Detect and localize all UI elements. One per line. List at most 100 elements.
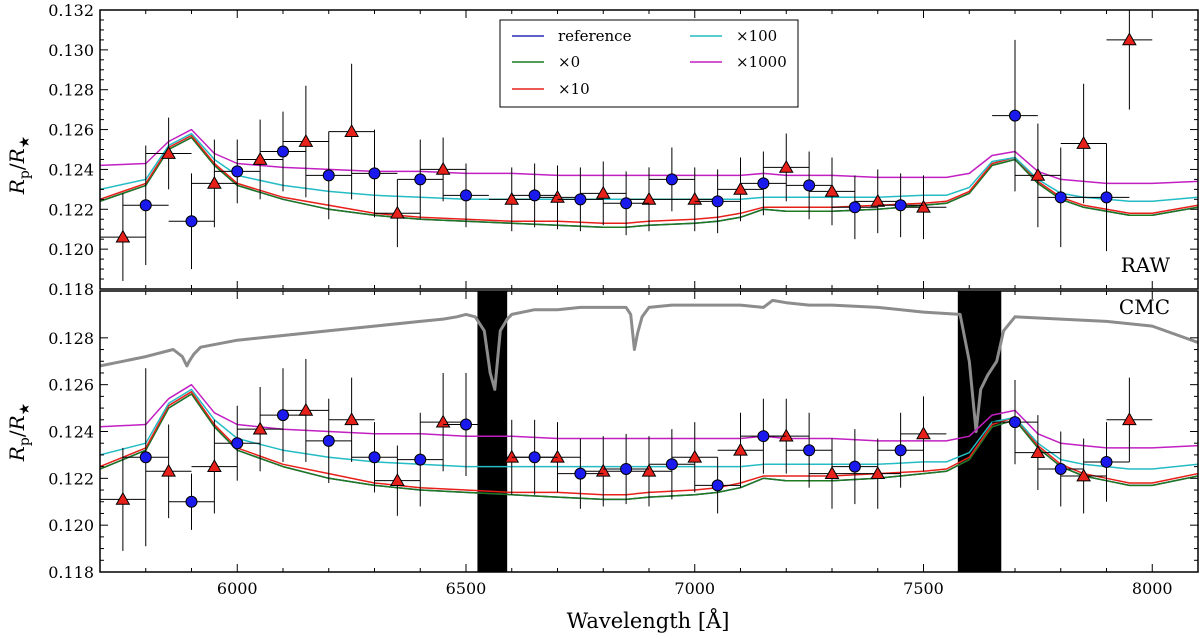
cmc-triangles-marker-20 (1122, 412, 1137, 426)
cmc-y-tick-label-1: 0.120 (48, 516, 94, 535)
raw-circles-point-5 (351, 129, 398, 218)
raw-y-axis-label: Rp/R★ (5, 136, 33, 195)
legend-entry-4: ×1000 (690, 53, 787, 71)
raw-circles-marker-13 (757, 177, 770, 190)
cmc-triangles-marker-15 (824, 466, 840, 480)
cmc-triangles-marker-16 (870, 466, 886, 480)
raw-triangles-point-19 (1060, 83, 1107, 204)
raw-triangles-marker-11 (641, 191, 657, 205)
legend-entry-1: ×0 (512, 53, 580, 71)
cmc-circles-marker-10 (620, 462, 633, 475)
raw-y-tick-label-5: 0.128 (48, 81, 94, 100)
raw-circles-marker-0 (139, 199, 152, 212)
cmc-circles-point-13 (740, 398, 787, 474)
raw-triangles-marker-20 (1122, 32, 1137, 46)
raw-circles-point-17 (992, 39, 1038, 192)
raw-circles-marker-6 (414, 173, 427, 186)
raw-circles-point-3 (260, 111, 306, 192)
cmc-circles-point-9 (557, 438, 604, 509)
raw-triangles-marker-8 (504, 191, 520, 205)
raw-panel: 0.118 0.120 0.122 0.124 0.126 0.128 0.130 0.132… (5, 1, 1199, 299)
raw-circles-point-18 (1037, 147, 1084, 248)
cmc-circles-point-14 (786, 412, 832, 488)
raw-circles-marker-12 (711, 195, 724, 208)
cmc-circles-marker-15 (848, 460, 861, 473)
raw-triangles-point-10 (580, 161, 627, 226)
raw-circles-point-14 (786, 151, 832, 220)
cmc-circles-point-7 (443, 372, 489, 476)
cmc-triangles-marker-2 (207, 459, 222, 472)
raw-triangles-marker-5 (344, 124, 359, 137)
raw-triangles-marker-16 (870, 193, 886, 207)
cmc-triangles-point-2 (191, 419, 238, 514)
raw-triangles-point-5 (328, 63, 375, 200)
raw-triangles-point-3 (237, 119, 283, 200)
cmc-triangles-point-1 (145, 424, 192, 519)
raw-triangles-marker-2 (207, 175, 222, 189)
cmc-triangles-marker-12 (687, 449, 703, 463)
raw-circles-point-2 (214, 139, 261, 204)
raw-triangles-point-8 (488, 167, 535, 232)
cmc-telluric-band-0 (477, 291, 508, 572)
cmc-y-axis-label: Rp/R★ (5, 403, 33, 462)
raw-circles-point-13 (740, 151, 787, 216)
cmc-circles-marker-6 (414, 453, 427, 466)
cmc-circles-marker-7 (460, 418, 472, 431)
raw-triangles-point-20 (1106, 10, 1153, 110)
raw-circles-marker-10 (620, 197, 633, 210)
cmc-model-line-4 (100, 383, 1198, 449)
raw-triangles-marker-10 (595, 185, 611, 199)
cmc-panel: 0.118 0.120 0.122 0.124 0.126 0.128 6000 6500 70… (5, 290, 1199, 598)
raw-triangles-point-6 (374, 179, 421, 248)
raw-triangles-marker-0 (115, 229, 131, 243)
raw-triangles-point-14 (763, 133, 810, 202)
cmc-circles-marker-17 (1009, 416, 1021, 429)
x-tick-label-1: 6500 (446, 579, 487, 598)
cmc-triangles-marker-9 (550, 449, 565, 463)
raw-circles-point-9 (557, 167, 604, 232)
raw-triangles-marker-14 (778, 159, 794, 173)
cmc-triangles-marker-11 (641, 463, 657, 477)
raw-y-tick-label-7: 0.132 (48, 1, 94, 20)
legend-label-1: ×0 (558, 53, 580, 71)
raw-circles-marker-4 (322, 169, 335, 182)
raw-triangles-point-15 (809, 157, 855, 226)
cmc-circles-marker-8 (528, 451, 541, 464)
cmc-triangles-marker-13 (733, 442, 748, 456)
raw-circles-marker-1 (185, 215, 198, 228)
raw-circles-marker-15 (848, 201, 861, 214)
raw-triangles-point-16 (854, 169, 901, 234)
cmc-circles-point-11 (649, 429, 695, 500)
raw-circles-point-16 (877, 173, 924, 238)
legend-box (499, 19, 799, 108)
cmc-circles-point-2 (214, 405, 261, 481)
cmc-circles-marker-2 (231, 437, 244, 450)
raw-circles-marker-16 (894, 199, 907, 212)
raw-y-tick-label-4: 0.126 (48, 121, 94, 140)
raw-y-tick-label-0: 0.118 (48, 280, 94, 299)
legend-label-0: reference (558, 27, 632, 45)
cmc-circles-point-18 (1037, 431, 1084, 507)
cmc-triangles-point-19 (1060, 438, 1107, 514)
cmc-circles-point-0 (122, 368, 169, 547)
cmc-circles-point-10 (603, 433, 649, 505)
legend-entry-3: ×100 (690, 27, 777, 45)
raw-triangles-point-13 (717, 157, 764, 222)
raw-triangles-marker-1 (161, 145, 176, 159)
legend-entry-2: ×10 (512, 80, 590, 98)
raw-triangles-marker-13 (733, 181, 748, 195)
raw-circles-marker-18 (1054, 191, 1067, 204)
cmc-circles-marker-11 (665, 458, 678, 471)
raw-triangles-point-4 (283, 85, 329, 198)
raw-circles-marker-9 (574, 193, 587, 206)
cmc-circles-point-1 (168, 473, 215, 530)
cmc-triangles-point-16 (854, 438, 901, 509)
cmc-y-tick-label-4: 0.126 (48, 376, 94, 395)
raw-triangles-marker-19 (1076, 136, 1091, 149)
raw-triangles-point-18 (1015, 123, 1061, 228)
raw-triangles-point-1 (145, 117, 192, 190)
raw-circles-marker-5 (368, 167, 381, 180)
cmc-circles-point-6 (397, 412, 444, 507)
cmc-triangles-marker-1 (161, 463, 176, 477)
cmc-triangles-point-20 (1106, 377, 1153, 462)
